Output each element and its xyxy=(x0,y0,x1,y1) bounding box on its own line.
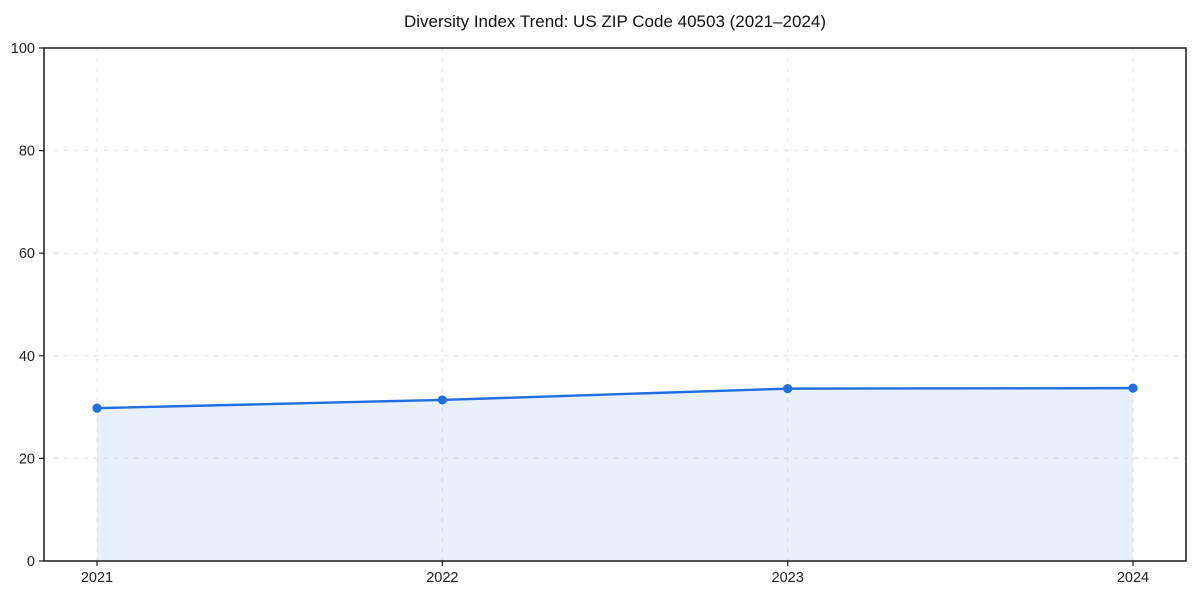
data-point-2022 xyxy=(437,395,447,405)
y-tick-label: 40 xyxy=(19,349,35,365)
trend-line xyxy=(95,386,1135,410)
data-point-2023 xyxy=(783,384,793,394)
plot-border xyxy=(43,47,1187,562)
area-fill xyxy=(97,388,1133,561)
data-point-2021 xyxy=(92,403,102,413)
y-tick-label: 80 xyxy=(19,144,35,160)
y-tick-label: 60 xyxy=(19,246,35,262)
y-tick-label: 20 xyxy=(19,451,35,467)
y-tick-label: 0 xyxy=(27,554,35,570)
x-tick-label: 2024 xyxy=(1117,570,1149,586)
chart-title: Diversity Index Trend: US ZIP Code 40503… xyxy=(403,12,827,31)
x-tick-label: 2022 xyxy=(426,570,458,586)
data-point-2024 xyxy=(1128,383,1138,393)
x-tick-label: 2023 xyxy=(772,570,804,586)
y-tick-label: 100 xyxy=(11,41,35,57)
x-tick-label: 2021 xyxy=(81,570,113,586)
